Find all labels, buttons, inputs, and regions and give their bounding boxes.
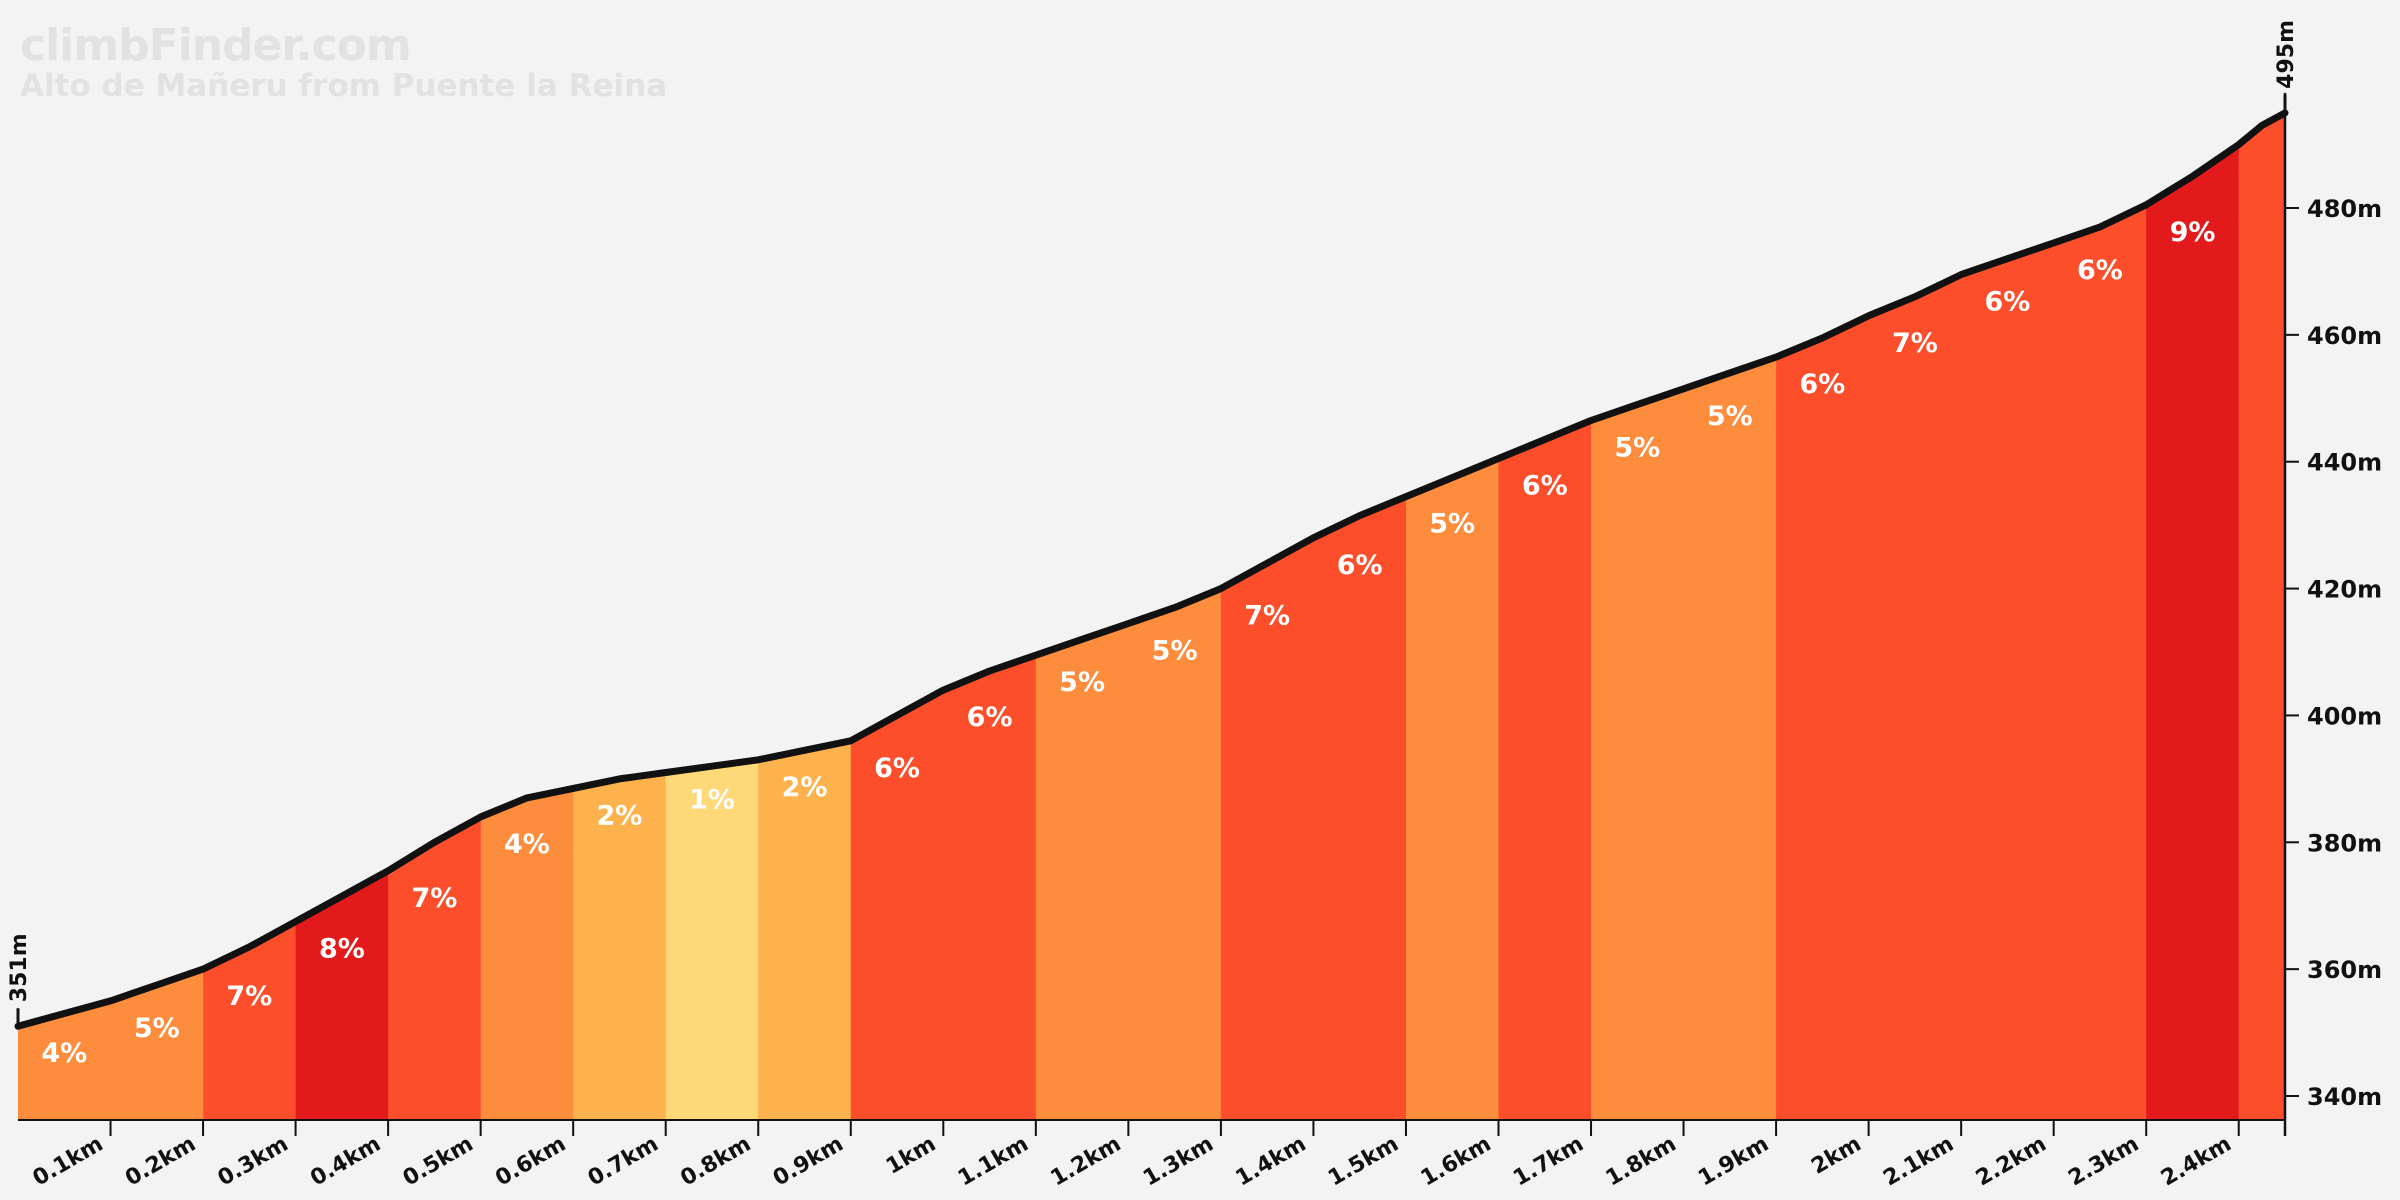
site-brand: climbFinder.com [20, 20, 412, 71]
grade-label: 5% [1707, 401, 1753, 432]
grade-segment [573, 112, 667, 1120]
x-tick-label: 1.5km [1324, 1132, 1403, 1192]
grade-segment [1128, 112, 1222, 1120]
y-tick-label: 380m [2307, 829, 2382, 857]
grade-segment [758, 112, 852, 1120]
grade-segment [388, 112, 482, 1120]
x-tick-label: 2km [1807, 1132, 1865, 1180]
grade-label: 6% [874, 753, 920, 784]
x-tick-label: 2.1km [1879, 1132, 1958, 1192]
grade-label: 7% [1244, 601, 1290, 632]
x-tick-label: 2.3km [2064, 1132, 2143, 1192]
grade-segment [1868, 112, 1962, 1120]
x-tick-label: 0.3km [214, 1132, 293, 1192]
grade-label: 5% [1614, 433, 1660, 464]
grade-label: 5% [134, 1013, 180, 1044]
grade-segment [1406, 112, 1500, 1120]
x-tick-label: 1.4km [1232, 1132, 1311, 1192]
grade-segment [110, 112, 204, 1120]
x-tick-label: 1km [882, 1132, 940, 1180]
x-tick-label: 1.8km [1602, 1132, 1681, 1192]
x-tick-label: 1.9km [1694, 1132, 1773, 1192]
grade-label: 4% [504, 829, 550, 860]
grade-segment [2238, 112, 2285, 1120]
y-tick-label: 400m [2307, 702, 2382, 730]
y-tick-label: 480m [2307, 195, 2382, 223]
grade-label: 7% [411, 883, 457, 914]
grade-segment [1961, 112, 2055, 1120]
x-tick-label: 1.2km [1047, 1132, 1126, 1192]
end-elevation-label: 495m [2274, 20, 2299, 89]
y-tick-label: 360m [2307, 956, 2382, 984]
grade-label: 6% [1337, 550, 1383, 581]
chart-subtitle: Alto de Mañeru from Puente la Reina [20, 68, 668, 104]
grade-segment [203, 112, 297, 1120]
grade-label: 1% [689, 785, 735, 816]
grade-label: 7% [1892, 328, 1938, 359]
y-tick-label: 440m [2307, 449, 2382, 477]
grade-segment [1498, 112, 1592, 1120]
x-tick-label: 1.1km [954, 1132, 1033, 1192]
grade-label: 8% [319, 934, 365, 965]
x-tick-label: 0.2km [121, 1132, 200, 1192]
grade-segment [2053, 112, 2147, 1120]
grade-label: 6% [2077, 255, 2123, 286]
grade-label: 4% [41, 1038, 87, 1069]
x-tick-label: 0.4km [306, 1132, 385, 1192]
y-tick-label: 340m [2307, 1083, 2382, 1111]
grade-segment [1591, 112, 1685, 1120]
grade-label: 6% [1799, 369, 1845, 400]
x-tick-label: 1.6km [1417, 1132, 1496, 1192]
grade-label: 5% [1059, 667, 1105, 698]
profile-line [14, 109, 2289, 1030]
x-tick-label: 0.9km [769, 1132, 848, 1192]
grade-label: 5% [1152, 636, 1198, 667]
grade-segment [1683, 112, 1777, 1120]
grade-label: 2% [782, 772, 828, 803]
x-tick-label: 2.2km [1972, 1132, 2051, 1192]
grade-label: 6% [967, 702, 1013, 733]
x-tick-label: 2.4km [2157, 1132, 2236, 1192]
grade-label: 2% [596, 800, 642, 831]
grade-label: 9% [2170, 217, 2216, 248]
y-tick-label: 420m [2307, 576, 2382, 604]
y-tick-label: 460m [2307, 322, 2382, 350]
x-tick-label: 0.1km [29, 1132, 108, 1192]
grade-segment [1035, 112, 1129, 1120]
grade-segment [943, 112, 1037, 1120]
start-elevation-label: 351m [7, 933, 32, 1002]
x-tick-label: 0.7km [584, 1132, 663, 1192]
x-tick-label: 0.5km [399, 1132, 478, 1192]
grade-label: 7% [226, 981, 272, 1012]
grade-segment [850, 112, 944, 1120]
grade-segment [2146, 112, 2240, 1120]
grade-segment [665, 112, 759, 1120]
grade-label: 5% [1429, 509, 1475, 540]
x-tick-label: 1.3km [1139, 1132, 1218, 1192]
x-tick-label: 1.7km [1509, 1132, 1588, 1192]
x-tick-label: 0.8km [676, 1132, 755, 1192]
grade-segment [480, 112, 574, 1120]
grade-label: 6% [1984, 287, 2030, 318]
grade-segment [1776, 112, 1870, 1120]
grade-label: 6% [1522, 471, 1568, 502]
x-tick-label: 0.6km [491, 1132, 570, 1192]
